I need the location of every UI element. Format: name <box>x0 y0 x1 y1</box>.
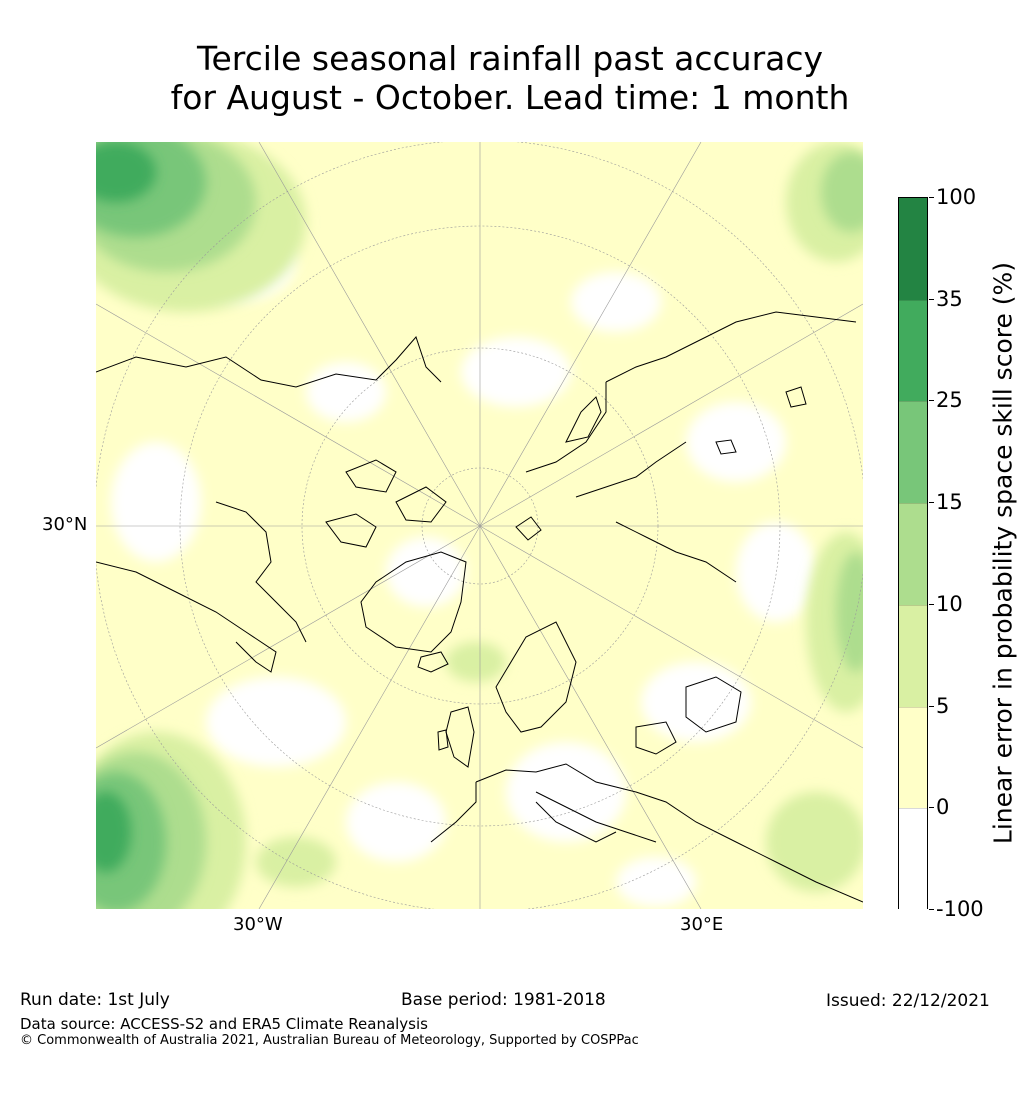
colorbar-tick <box>929 807 934 809</box>
colorbar-tick <box>929 197 934 198</box>
colorbar-title: Linear error in probability space skill … <box>988 261 1018 845</box>
colorbar-tick-label: 0 <box>936 795 950 820</box>
colorbar-bin-15-to-25 <box>899 401 927 505</box>
copyright: © Commonwealth of Australia 2021, Austra… <box>20 1033 639 1048</box>
colorbar-tick-label: 15 <box>936 490 963 515</box>
data-source: Data source: ACCESS-S2 and ERA5 Climate … <box>20 1015 428 1033</box>
issued-date: Issued: 22/12/2021 <box>826 991 990 1011</box>
colorbar-tick-label: 35 <box>936 286 963 311</box>
colorbar-bin--100-to-0 <box>899 808 927 912</box>
chart-title-line1: Tercile seasonal rainfall past accuracy <box>196 39 824 78</box>
meridian-lines <box>96 142 863 909</box>
high-skill-patches <box>96 142 156 872</box>
colorbar-bin-25-to-35 <box>899 299 927 403</box>
base-period: Base period: 1981-2018 <box>401 990 606 1010</box>
run-date: Run date: 1st July <box>20 990 170 1010</box>
colorbar-tick-label: -100 <box>936 897 984 921</box>
colorbar-tick <box>929 603 934 605</box>
colorbar-bin-5-to-10 <box>899 604 927 709</box>
colorbar-tick <box>929 400 934 402</box>
colorbar-tick-label: 5 <box>936 693 950 718</box>
lon-label-30w: 30°W <box>233 914 283 935</box>
polar-map <box>96 142 863 909</box>
colorbar-tick-label: 100 <box>936 185 977 209</box>
colorbar-tick <box>929 909 934 910</box>
coastlines <box>96 311 863 903</box>
lon-label-30e: 30°E <box>680 914 724 935</box>
colorbar-tick <box>929 502 934 504</box>
negative-skill-regions <box>111 222 816 907</box>
chart-title-line2: for August - October. Lead time: 1 month <box>170 78 850 117</box>
colorbar-bin-10-to-15 <box>899 503 927 607</box>
colorbar-bin-35-to-100 <box>899 198 927 301</box>
colorbar-tick <box>929 705 934 707</box>
colorbar-bin-0-to-5 <box>899 706 927 810</box>
colorbar <box>898 197 928 912</box>
lat-label-30n: 30°N <box>42 514 88 535</box>
colorbar-tick-label: 25 <box>936 388 963 413</box>
colorbar-tick <box>929 298 934 300</box>
colorbar-tick-label: 10 <box>936 591 963 616</box>
